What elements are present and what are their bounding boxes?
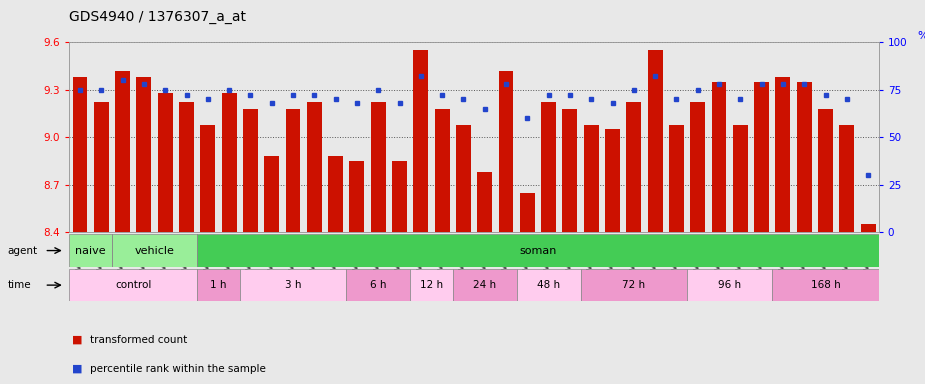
Bar xyxy=(158,93,173,232)
Text: %: % xyxy=(918,31,925,41)
Bar xyxy=(222,93,237,232)
Bar xyxy=(581,269,687,301)
Text: ■: ■ xyxy=(72,335,82,345)
Bar xyxy=(584,124,598,232)
Bar xyxy=(796,82,811,232)
Text: GDS4940 / 1376307_a_at: GDS4940 / 1376307_a_at xyxy=(69,10,246,23)
Bar xyxy=(754,82,769,232)
Bar xyxy=(240,269,346,301)
Text: soman: soman xyxy=(519,245,557,256)
Bar xyxy=(346,269,410,301)
Bar xyxy=(818,109,833,232)
Bar xyxy=(772,269,879,301)
Bar xyxy=(350,161,364,232)
Text: agent: agent xyxy=(7,245,38,256)
Bar xyxy=(860,224,876,232)
Bar xyxy=(197,269,240,301)
Text: 6 h: 6 h xyxy=(370,280,387,290)
Text: percentile rank within the sample: percentile rank within the sample xyxy=(90,364,265,374)
Bar xyxy=(839,124,855,232)
Bar xyxy=(541,103,556,232)
Text: 3 h: 3 h xyxy=(285,280,302,290)
Bar xyxy=(711,82,726,232)
Bar xyxy=(201,124,216,232)
Bar xyxy=(197,234,879,267)
Bar xyxy=(112,234,197,267)
Bar xyxy=(410,269,452,301)
Text: control: control xyxy=(115,280,152,290)
Text: 24 h: 24 h xyxy=(474,280,497,290)
Text: transformed count: transformed count xyxy=(90,335,187,345)
Bar xyxy=(562,109,577,232)
Bar xyxy=(413,50,428,232)
Bar xyxy=(690,103,705,232)
Bar xyxy=(456,124,471,232)
Bar xyxy=(307,103,322,232)
Bar xyxy=(687,269,772,301)
Bar xyxy=(137,77,152,232)
Text: 1 h: 1 h xyxy=(210,280,227,290)
Bar xyxy=(499,71,513,232)
Bar xyxy=(243,109,258,232)
Bar xyxy=(517,269,581,301)
Bar xyxy=(265,156,279,232)
Bar xyxy=(179,103,194,232)
Bar xyxy=(93,103,109,232)
Bar xyxy=(775,77,790,232)
Bar xyxy=(328,156,343,232)
Bar xyxy=(733,124,747,232)
Bar xyxy=(116,71,130,232)
Bar xyxy=(286,109,301,232)
Text: time: time xyxy=(7,280,31,290)
Bar xyxy=(669,124,684,232)
Bar xyxy=(626,103,641,232)
Bar xyxy=(477,172,492,232)
Text: ■: ■ xyxy=(72,364,82,374)
Text: 168 h: 168 h xyxy=(810,280,841,290)
Bar xyxy=(435,109,450,232)
Bar xyxy=(392,161,407,232)
Text: naive: naive xyxy=(75,245,106,256)
Text: 96 h: 96 h xyxy=(718,280,741,290)
Text: 72 h: 72 h xyxy=(623,280,646,290)
Bar xyxy=(69,234,112,267)
Text: vehicle: vehicle xyxy=(135,245,175,256)
Bar xyxy=(520,193,535,232)
Bar xyxy=(605,129,620,232)
Bar xyxy=(371,103,386,232)
Bar xyxy=(452,269,517,301)
Text: 12 h: 12 h xyxy=(420,280,443,290)
Text: 48 h: 48 h xyxy=(537,280,561,290)
Bar xyxy=(72,77,88,232)
Bar xyxy=(69,269,197,301)
Bar xyxy=(648,50,662,232)
